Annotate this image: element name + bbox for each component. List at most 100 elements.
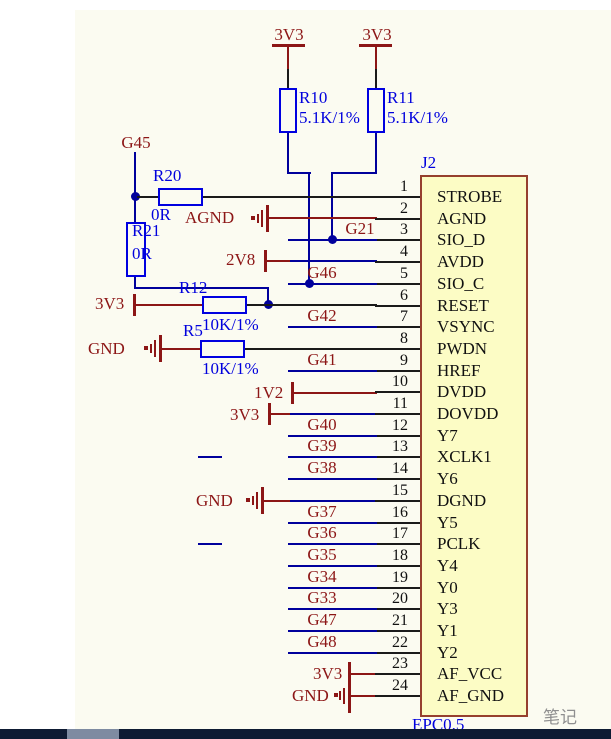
wire xyxy=(247,304,377,306)
wire xyxy=(290,413,377,415)
wire xyxy=(290,500,377,502)
net-wire xyxy=(288,370,377,372)
net-label-g45: G45 xyxy=(121,133,151,152)
ground-symbol-icon xyxy=(256,492,258,509)
pin-number: 21 xyxy=(392,612,408,629)
pin-number: 24 xyxy=(392,677,408,694)
ground-symbol-icon xyxy=(343,688,345,704)
net-label: G37 xyxy=(307,502,337,521)
net-label: G34 xyxy=(307,567,337,586)
pin-number: 13 xyxy=(392,438,408,455)
wire xyxy=(134,152,136,198)
pin-name: AGND xyxy=(437,209,487,228)
ground-symbol-icon xyxy=(251,216,255,220)
resistor-body-r20 xyxy=(158,188,203,206)
wire xyxy=(287,172,311,174)
pin-number: 12 xyxy=(392,417,408,434)
connector-part-text: EPC0.5 xyxy=(412,715,465,734)
power-port-label: 3V3 xyxy=(95,294,125,313)
pin-stub xyxy=(375,239,420,241)
pin-name: RESET xyxy=(437,296,489,315)
ground-symbol-icon xyxy=(257,214,259,223)
resistor-designator: R11 xyxy=(387,88,415,107)
resistor-body-r11 xyxy=(367,88,385,133)
wire xyxy=(134,287,269,289)
wire xyxy=(267,287,269,306)
pin-name: Y4 xyxy=(437,556,458,575)
wire xyxy=(375,47,377,70)
wire xyxy=(162,348,200,350)
wire xyxy=(375,133,377,173)
net-label: G38 xyxy=(307,458,337,477)
pin-number: 17 xyxy=(392,525,408,542)
net-label: G39 xyxy=(307,436,337,455)
net-wire xyxy=(288,608,377,610)
net-wire xyxy=(288,326,377,328)
pin-stub xyxy=(375,218,420,220)
wire xyxy=(134,199,136,222)
resistor-value: 0R xyxy=(132,244,152,263)
pin-number: 16 xyxy=(392,504,408,521)
pin-name: SIO_C xyxy=(437,274,485,293)
wire xyxy=(331,172,333,241)
pin-stub xyxy=(375,196,420,198)
power-port-label: 1V2 xyxy=(254,383,284,402)
pin-stub xyxy=(375,673,420,675)
wire xyxy=(308,172,310,285)
pin-stub xyxy=(375,608,420,610)
pin-number: 2 xyxy=(400,200,408,217)
wire xyxy=(351,695,377,697)
net-wire xyxy=(288,587,377,589)
resistor-value: 0R xyxy=(151,205,171,224)
net-label: G40 xyxy=(307,415,337,434)
resistor-value: 5.1K/1% xyxy=(299,108,360,127)
wire xyxy=(271,413,293,415)
ground-symbol-icon xyxy=(246,498,250,502)
wire xyxy=(134,277,136,289)
pin-stub xyxy=(375,261,420,263)
pin-name: AF_VCC xyxy=(437,664,503,683)
pin-name: PWDN xyxy=(437,339,488,358)
net-label: G21 xyxy=(345,219,375,238)
pin-number: 14 xyxy=(392,460,408,477)
pin-stub xyxy=(375,370,420,372)
pin-name: Y1 xyxy=(437,621,458,640)
pin-name: XCLK1 xyxy=(437,447,492,466)
wire xyxy=(267,260,292,262)
wire xyxy=(290,260,377,262)
net-label: G33 xyxy=(307,588,337,607)
power-bar-icon xyxy=(359,44,392,47)
pin-name: STROBE xyxy=(437,187,503,206)
pin-stub xyxy=(375,543,420,545)
net-wire xyxy=(288,630,377,632)
resistor-body-r21 xyxy=(126,222,146,277)
power-bar-icon xyxy=(264,250,267,272)
pin-stub xyxy=(375,391,420,393)
pin-number: 11 xyxy=(392,395,408,412)
pin-stub xyxy=(375,478,420,480)
pin-name: Y3 xyxy=(437,599,458,618)
net-label: G46 xyxy=(307,263,337,282)
pin-stub xyxy=(375,695,420,697)
bottom-bar-segment xyxy=(67,729,119,739)
power-port-label: GND xyxy=(88,339,125,358)
pin-number: 7 xyxy=(400,308,408,325)
pin-stub xyxy=(375,652,420,654)
net-wire xyxy=(288,456,377,458)
bottom-bar xyxy=(0,729,611,739)
pin-name: HREF xyxy=(437,361,481,380)
pin-number: 6 xyxy=(400,287,408,304)
pin-stub xyxy=(375,413,420,415)
power-port-label: 3V3 xyxy=(274,25,304,44)
net-label: G48 xyxy=(307,632,337,651)
pin-name: AF_GND xyxy=(437,686,505,705)
pin-number: 5 xyxy=(400,265,408,282)
power-bar-icon xyxy=(291,382,294,404)
pin-stub xyxy=(375,456,420,458)
resistor-value: 10K/1% xyxy=(202,315,259,334)
net-wire xyxy=(288,565,377,567)
net-wire xyxy=(288,283,377,285)
pin-number: 8 xyxy=(400,330,408,347)
pin-number: 1 xyxy=(400,178,408,195)
resistor-body-r12 xyxy=(202,296,247,314)
